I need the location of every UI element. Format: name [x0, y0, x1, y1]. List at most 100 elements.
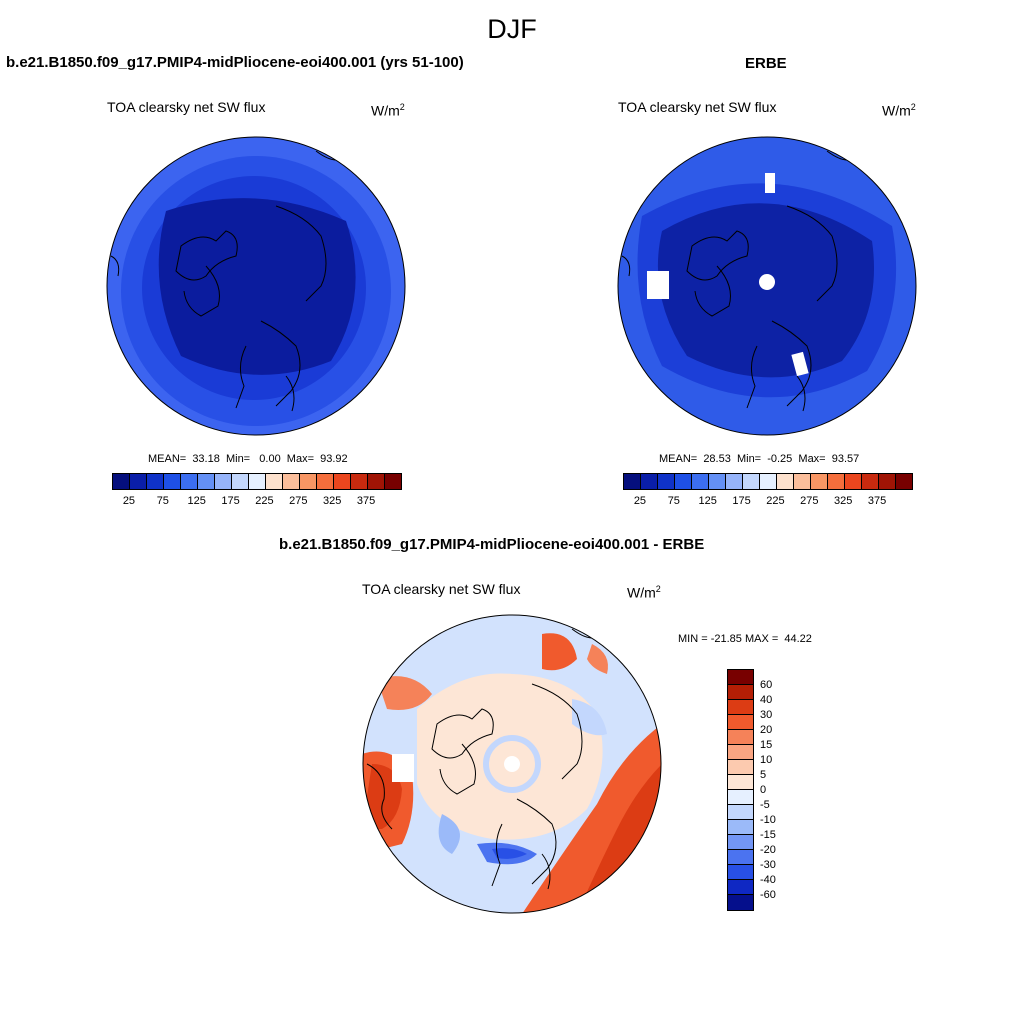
diff-colorbar-label: 0: [760, 784, 767, 796]
left-map-border: [106, 136, 406, 436]
right-colorbar-swatch: [845, 474, 862, 489]
left-colorbar-tick-label: 325: [323, 495, 342, 507]
right-colorbar-tick-label: 125: [698, 495, 717, 507]
diff-colorbar-label: -20: [760, 844, 776, 856]
diff-colorbar-label: 20: [760, 724, 773, 736]
left-colorbar-swatch: [351, 474, 368, 489]
right-colorbar-swatch: [794, 474, 811, 489]
diff-colorbar-labels: 60 40 30 20 15 10 5 0 -5 -10 -15 -20 -30 -40 -60: [760, 669, 800, 911]
right-colorbar-swatch: [811, 474, 828, 489]
right-colorbar-ticks: 25 75 125 175 225 275 325 375: [623, 495, 911, 509]
left-polar-map: [106, 136, 406, 436]
left-colorbar-swatch: [215, 474, 232, 489]
left-colorbar-swatch: [198, 474, 215, 489]
right-units-label: W/m2: [882, 102, 916, 119]
left-colorbar-swatch: [181, 474, 198, 489]
right-missing-data-patch: [765, 173, 775, 193]
left-colorbar-tick-label: 175: [221, 495, 240, 507]
diff-colorbar-swatch: [728, 790, 753, 805]
diff-colorbar-label: -15: [760, 829, 776, 841]
right-colorbar-swatch: [624, 474, 641, 489]
left-colorbar-tick-label: 375: [356, 495, 376, 507]
left-panel-header: b.e21.B1850.f09_g17.PMIP4-midPliocene-eo…: [6, 54, 464, 71]
left-colorbar-swatch: [266, 474, 283, 489]
left-colorbar-swatch: [130, 474, 147, 489]
diff-map-border: [362, 614, 662, 914]
right-colorbar-tick-label: 175: [732, 495, 751, 507]
left-colorbar-swatch: [368, 474, 385, 489]
season-title: DJF: [487, 14, 537, 44]
diff-colorbar-label: 40: [760, 694, 773, 706]
left-colorbar: [112, 473, 402, 490]
diff-colorbar-label: 10: [760, 754, 773, 766]
right-colorbar-tick-label: 25: [633, 495, 647, 507]
diff-colorbar-swatch: [728, 880, 753, 895]
diff-colorbar-swatch: [728, 685, 753, 700]
diff-colorbar-label: -30: [760, 859, 776, 871]
left-colorbar-swatch: [334, 474, 351, 489]
diff-positive-area: [377, 676, 432, 710]
diff-colorbar-swatch: [728, 760, 753, 775]
diff-colorbar-swatch: [728, 835, 753, 850]
right-colorbar-tick-label: 325: [834, 495, 853, 507]
left-colorbar-tick-label: 225: [255, 495, 274, 507]
left-colorbar-swatch: [147, 474, 164, 489]
diff-units-label: W/m2: [627, 584, 661, 601]
diff-colorbar-swatch: [728, 700, 753, 715]
left-colorbar-swatch: [232, 474, 249, 489]
right-polar-map: [617, 136, 917, 436]
diff-colorbar-label: -60: [760, 889, 776, 901]
left-colorbar-swatch: [385, 474, 401, 489]
diff-colorbar-label: -5: [760, 799, 770, 811]
left-coastlines: [110, 150, 362, 412]
right-colorbar-swatch: [709, 474, 726, 489]
right-colorbar-swatch: [777, 474, 794, 489]
right-colorbar-swatch: [658, 474, 675, 489]
right-colorbar: [623, 473, 913, 490]
diff-colorbar-swatch: [728, 670, 753, 685]
right-colorbar-swatch: [879, 474, 896, 489]
diff-positive-area: [542, 633, 577, 671]
right-colorbar-swatch: [828, 474, 845, 489]
diff-positive-area: [587, 644, 608, 674]
diff-pole-hole: [504, 756, 520, 772]
left-colorbar-ticks: 25 75 125 175 225 275 325 375: [112, 495, 400, 509]
right-colorbar-swatch: [743, 474, 760, 489]
right-colorbar-swatch: [675, 474, 692, 489]
right-map-border: [617, 136, 917, 436]
left-colorbar-swatch: [300, 474, 317, 489]
right-stats-label: MEAN= 28.53 Min= -0.25 Max= 93.57: [659, 453, 860, 465]
right-missing-data-patch: [647, 271, 669, 299]
left-colorbar-tick-label: 275: [289, 495, 308, 507]
diff-colorbar-label: -40: [760, 874, 776, 886]
diff-colorbar-label: 60: [760, 679, 773, 691]
right-colorbar-swatch: [641, 474, 658, 489]
diff-polar-map: [362, 614, 662, 914]
left-colorbar-swatch: [283, 474, 300, 489]
diff-variable-label: TOA clearsky net SW flux: [362, 581, 521, 597]
right-colorbar-swatch: [760, 474, 777, 489]
right-colorbar-swatch: [726, 474, 743, 489]
right-colorbar-swatch: [862, 474, 879, 489]
diff-colorbar-swatch: [728, 820, 753, 835]
right-panel-header: ERBE: [745, 55, 787, 72]
diff-colorbar-swatch: [728, 805, 753, 820]
diff-minmax-label: MIN = -21.85 MAX = 44.22: [678, 633, 812, 645]
diff-colorbar-swatch: [728, 895, 753, 910]
diff-negative-area: [492, 848, 527, 859]
right-colorbar-swatch: [692, 474, 709, 489]
diff-pole-ring: [483, 735, 541, 793]
left-flux-band-core: [158, 198, 356, 375]
left-colorbar-tick-label: 75: [156, 495, 169, 507]
right-missing-data-patch: [791, 351, 809, 377]
left-colorbar-swatch: [113, 474, 130, 489]
left-colorbar-swatch: [317, 474, 334, 489]
left-colorbar-tick-label: 25: [122, 495, 136, 507]
right-colorbar-tick-label: 225: [766, 495, 785, 507]
diff-colorbar-swatch: [728, 745, 753, 760]
diff-colorbar-swatch: [728, 850, 753, 865]
right-flux-band-core: [657, 203, 874, 378]
left-colorbar-swatch: [249, 474, 266, 489]
diff-colorbar-swatch: [728, 865, 753, 880]
left-colorbar-tick-label: 125: [187, 495, 206, 507]
